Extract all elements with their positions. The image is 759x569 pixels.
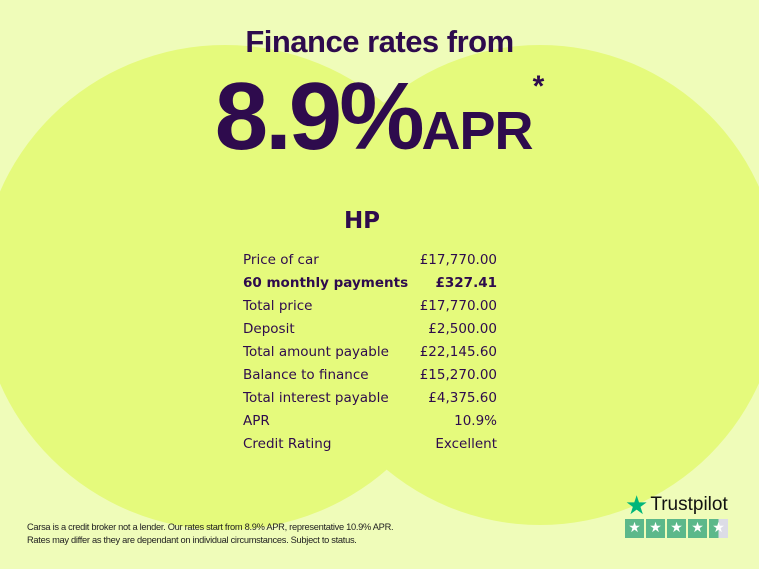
section-title: HP	[343, 208, 381, 234]
table-row: Total amount payable £22,145.60	[243, 340, 497, 363]
row-value: £17,770.00	[419, 251, 497, 268]
table-row: APR 10.9%	[243, 409, 497, 432]
disclaimer: Carsa is a credit broker not a lender. O…	[27, 521, 394, 547]
rate-suffix: APR	[421, 101, 534, 161]
rating-star-icon: ★	[646, 519, 665, 538]
rate-value: 8.9%	[214, 63, 425, 170]
row-label: Total interest payable	[243, 389, 389, 406]
row-value: £327.41	[435, 274, 498, 291]
trustpilot-badge[interactable]: ★ Trustpilot ★ ★ ★ ★ ★	[625, 490, 728, 538]
trustpilot-name: Trustpilot	[650, 494, 728, 515]
rating-star-icon: ★	[625, 519, 644, 538]
table-row: Price of car £17,770.00	[243, 248, 497, 271]
row-label: 60 monthly payments	[243, 274, 409, 291]
headline-title: Finance rates from	[245, 24, 514, 59]
row-label: Price of car	[243, 251, 319, 268]
trustpilot-star-icon: ★	[625, 490, 649, 520]
row-value: £2,500.00	[428, 320, 497, 337]
row-value: £22,145.60	[419, 343, 497, 360]
row-value: 10.9%	[454, 412, 497, 429]
disclaimer-line: Carsa is a credit broker not a lender. O…	[27, 522, 394, 532]
row-value: £15,270.00	[419, 366, 497, 383]
table-row: Credit Rating Excellent	[243, 432, 497, 455]
row-label: Total amount payable	[243, 343, 389, 360]
finance-table: Price of car £17,770.00 60 monthly payment…	[243, 248, 497, 455]
row-value: £4,375.60	[428, 389, 497, 406]
rating-star-icon: ★	[667, 519, 686, 538]
row-label: Deposit	[243, 320, 295, 337]
asterisk: *	[532, 70, 545, 103]
row-value: £17,770.00	[419, 297, 497, 314]
row-label: Total price	[243, 297, 313, 314]
rating-star-icon: ★	[709, 519, 728, 538]
row-label: APR	[243, 412, 270, 429]
table-row: Total price £17,770.00	[243, 294, 497, 317]
table-row: Deposit £2,500.00	[243, 317, 497, 340]
trustpilot-rating: ★ ★ ★ ★ ★	[625, 519, 728, 538]
table-row: Balance to finance £15,270.00	[243, 363, 497, 386]
table-row: Total interest payable £4,375.60	[243, 386, 497, 409]
row-label: Credit Rating	[243, 435, 332, 452]
headline-rate: 8.9%APR*	[0, 62, 759, 172]
row-label: Balance to finance	[243, 366, 369, 383]
rating-star-icon: ★	[688, 519, 707, 538]
disclaimer-line: Rates may differ as they are dependant o…	[27, 535, 357, 545]
table-row: 60 monthly payments £327.41	[243, 271, 497, 294]
row-value: Excellent	[435, 435, 497, 452]
background-circle-right	[300, 45, 759, 525]
